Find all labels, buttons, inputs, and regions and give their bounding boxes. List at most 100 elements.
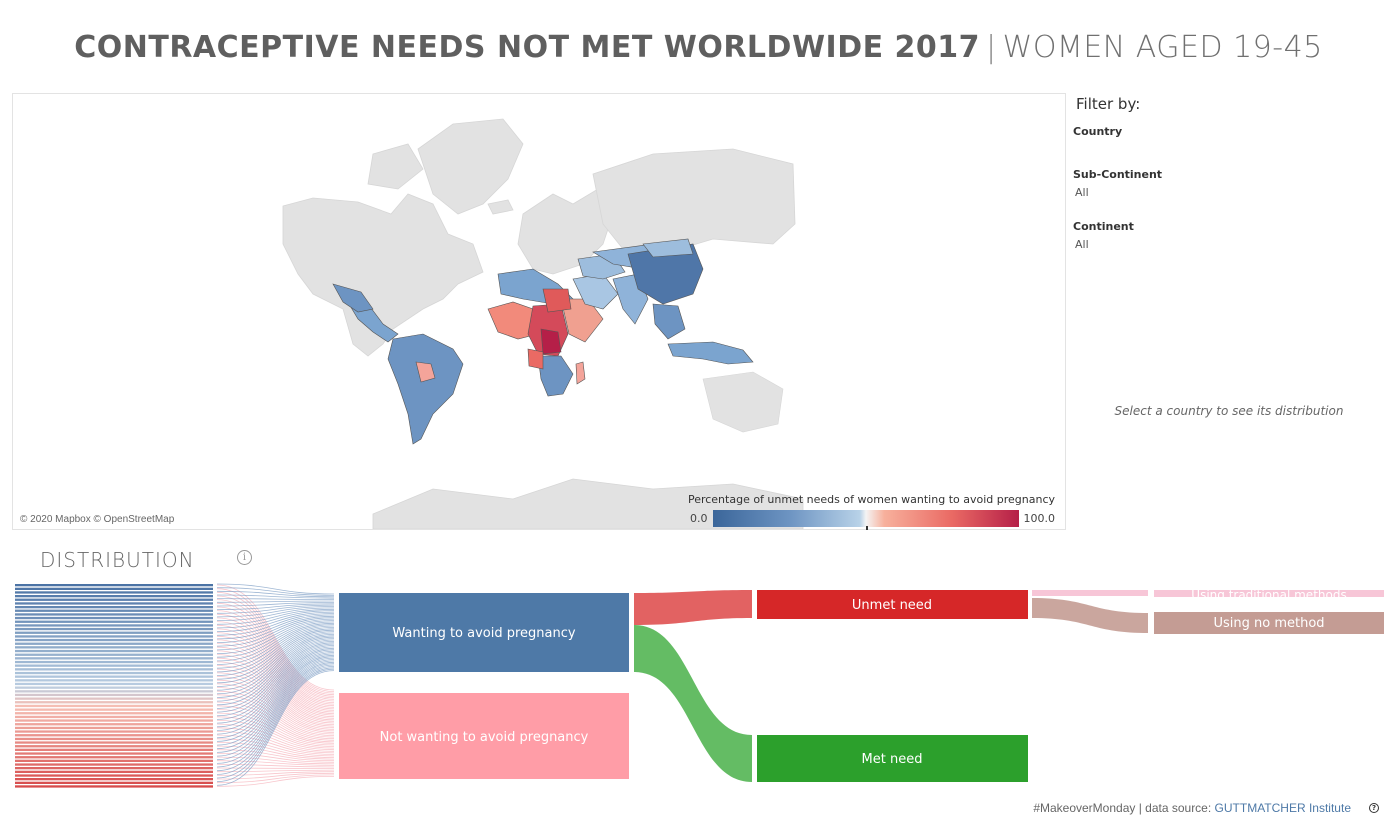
country-bar[interactable] <box>15 701 213 704</box>
country-bar[interactable] <box>15 675 213 678</box>
footer-credit: #MakeoverMonday | data source: GUTTMATCH… <box>1033 801 1351 815</box>
country-bar[interactable] <box>15 734 213 737</box>
country-link <box>216 617 335 647</box>
country-bar[interactable] <box>15 778 213 781</box>
node-not-wanting[interactable] <box>339 693 629 779</box>
country-bar[interactable] <box>15 668 213 671</box>
country-bar[interactable] <box>15 657 213 660</box>
help-icon[interactable]: ? <box>1369 803 1379 813</box>
country-bar[interactable] <box>15 602 213 605</box>
country-bar[interactable] <box>15 748 213 751</box>
land-base <box>282 118 804 529</box>
country-bar[interactable] <box>15 785 213 788</box>
country-link <box>216 625 335 669</box>
country-bar[interactable] <box>15 712 213 715</box>
drc <box>540 328 562 355</box>
country-bar[interactable] <box>15 737 213 741</box>
country-link <box>216 641 335 709</box>
country-link <box>216 659 335 757</box>
country-bar[interactable] <box>15 686 213 689</box>
country-bar[interactable] <box>15 726 213 730</box>
country-bar[interactable] <box>15 591 213 594</box>
country-bar[interactable] <box>15 631 213 634</box>
country-bar[interactable] <box>15 759 213 762</box>
country-filter[interactable]: Country <box>1073 125 1383 147</box>
country-bar[interactable] <box>15 690 213 693</box>
map-canvas[interactable] <box>13 94 1065 529</box>
continent-filter[interactable]: Continent All <box>1073 220 1383 251</box>
country-bar[interactable] <box>15 627 213 631</box>
country-bar[interactable] <box>15 767 213 770</box>
world-map[interactable]: © 2020 Mapbox © OpenStreetMap Percentage… <box>12 93 1066 530</box>
greenland-land <box>417 118 524 215</box>
country-link <box>216 621 335 707</box>
node-traditional[interactable] <box>1154 590 1384 597</box>
country-link <box>216 629 335 680</box>
country-link <box>216 749 335 762</box>
info-icon[interactable]: i <box>237 550 252 565</box>
country-bar[interactable] <box>15 660 213 664</box>
country-bar[interactable] <box>15 587 213 590</box>
map-attribution[interactable]: © 2020 Mapbox © OpenStreetMap <box>20 514 175 525</box>
distribution-sankey[interactable]: Wanting to avoid pregnancy Not wanting t… <box>0 580 1397 795</box>
country-bar[interactable] <box>15 671 213 675</box>
country-bar[interactable] <box>15 697 213 700</box>
country-bar[interactable] <box>15 730 213 733</box>
country-bar[interactable] <box>15 638 213 642</box>
country-bar[interactable] <box>15 664 213 667</box>
sub-continent-filter[interactable]: Sub-Continent All <box>1073 168 1383 199</box>
continent-filter-value[interactable]: All <box>1075 238 1089 251</box>
node-wanting[interactable] <box>339 593 629 672</box>
country-bar[interactable] <box>15 679 213 682</box>
country-link <box>216 666 335 775</box>
sub-continent-filter-value[interactable]: All <box>1075 186 1089 199</box>
country-link <box>216 720 335 749</box>
country-bar[interactable] <box>15 770 213 773</box>
country-link <box>216 590 335 598</box>
country-link <box>216 602 335 607</box>
country-bar[interactable] <box>15 646 213 649</box>
country-bar[interactable] <box>15 708 213 711</box>
country-link <box>216 738 335 757</box>
country-link <box>216 667 335 779</box>
country-link <box>216 617 335 705</box>
node-met[interactable] <box>757 735 1028 782</box>
country-bar[interactable] <box>15 653 213 656</box>
country-bar[interactable] <box>15 606 213 609</box>
country-bar[interactable] <box>15 756 213 759</box>
country-bar[interactable] <box>15 598 213 601</box>
country-bar[interactable] <box>15 682 213 686</box>
country-bar[interactable] <box>15 752 213 755</box>
country-link <box>216 611 335 632</box>
country-bar[interactable] <box>15 719 213 722</box>
country-bar[interactable] <box>15 741 213 744</box>
country-bar[interactable] <box>15 595 213 598</box>
country-bar[interactable] <box>15 620 213 623</box>
country-bar[interactable] <box>15 763 213 766</box>
country-bar[interactable] <box>15 715 213 719</box>
country-link <box>216 608 335 625</box>
country-bar[interactable] <box>15 781 213 784</box>
country-bar[interactable] <box>15 745 213 748</box>
legend-min: 0.0 <box>690 512 708 525</box>
country-bar[interactable] <box>15 693 213 697</box>
madagascar <box>575 361 586 385</box>
country-bar[interactable] <box>15 642 213 645</box>
country-bar[interactable] <box>15 635 213 638</box>
node-unmet[interactable] <box>757 590 1028 619</box>
country-bar[interactable] <box>15 723 213 726</box>
country-bar[interactable] <box>15 584 213 587</box>
country-bar[interactable] <box>15 774 213 777</box>
country-stack[interactable] <box>15 584 213 788</box>
node-no-method[interactable] <box>1154 612 1384 634</box>
country-bar[interactable] <box>15 649 213 653</box>
country-link <box>216 638 335 702</box>
data-source-link[interactable]: GUTTMATCHER Institute <box>1214 801 1351 815</box>
country-bar[interactable] <box>15 704 213 708</box>
country-bar[interactable] <box>15 616 213 620</box>
country-bar[interactable] <box>15 609 213 612</box>
link-unmet-no-method <box>1032 598 1148 633</box>
country-link <box>216 604 335 614</box>
country-bar[interactable] <box>15 624 213 627</box>
country-bar[interactable] <box>15 613 213 616</box>
